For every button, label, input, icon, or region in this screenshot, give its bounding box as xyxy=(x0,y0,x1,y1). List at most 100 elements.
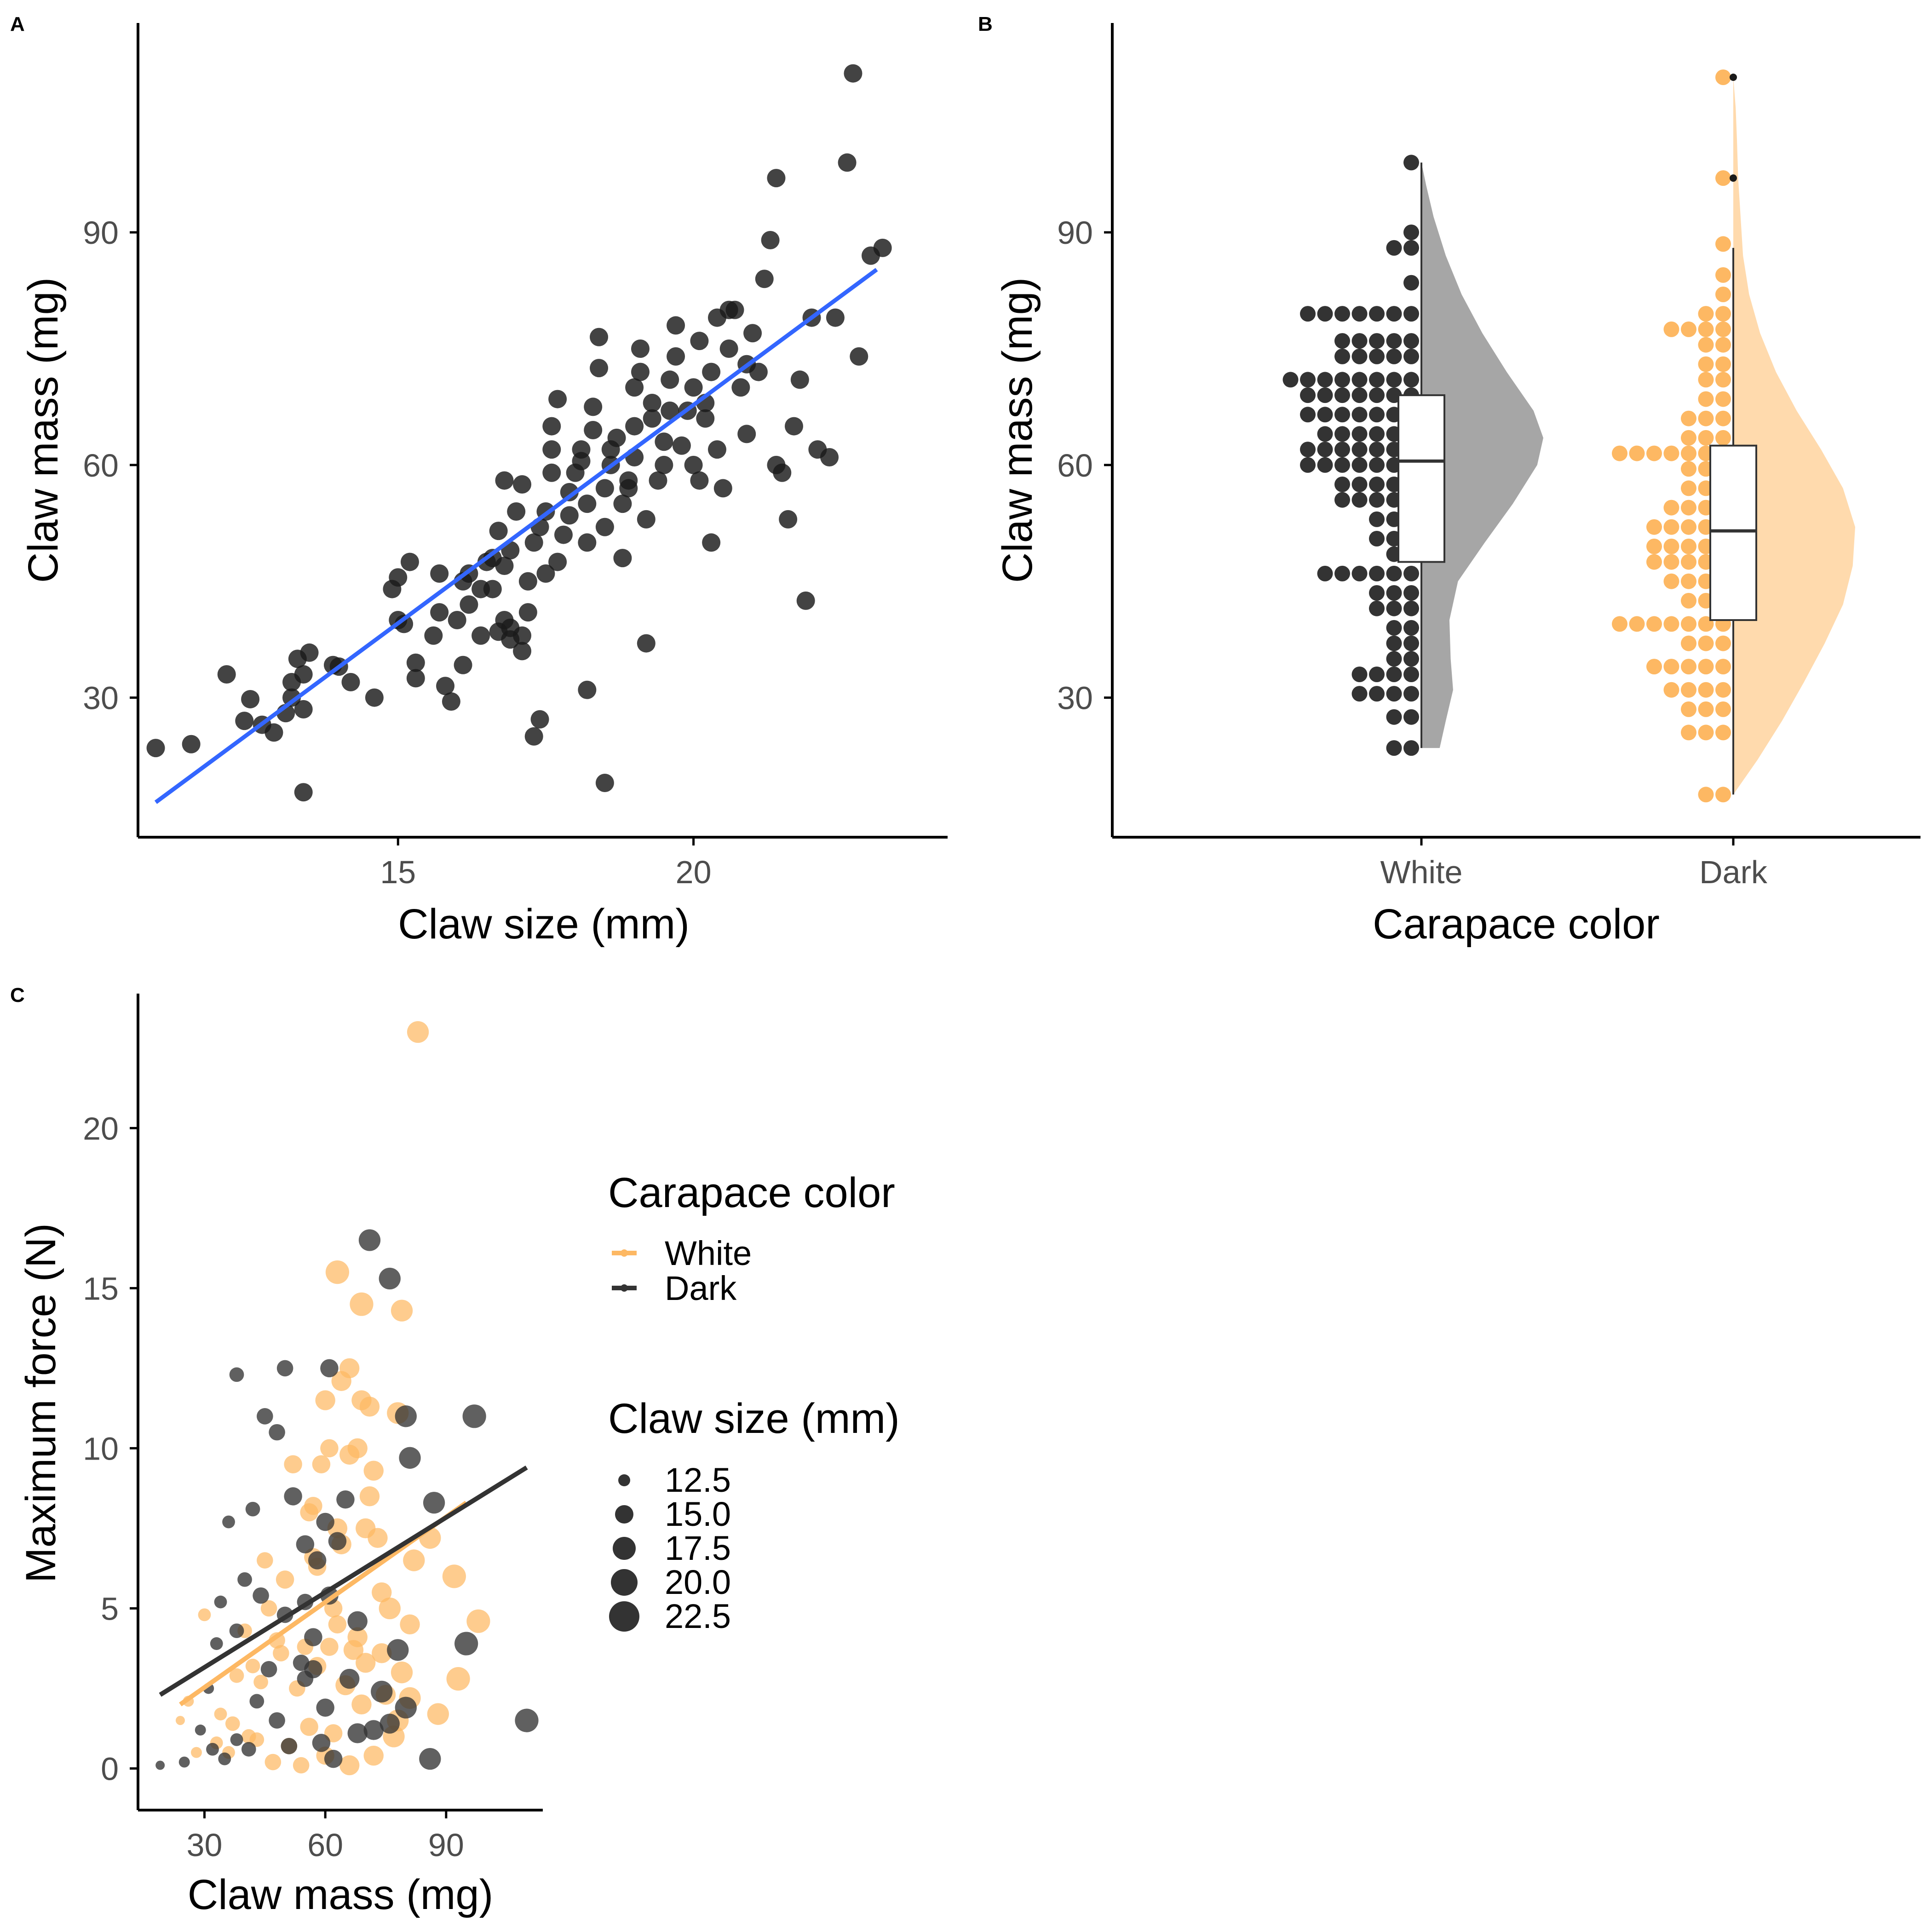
panel-c-point-white-2 xyxy=(350,1292,374,1316)
panel-c-point-dark-5 xyxy=(269,1424,285,1441)
panel-b-dot-dark-26-2 xyxy=(1681,701,1696,717)
panel-c-point-white-15 xyxy=(356,1653,376,1673)
panel-a-point-128 xyxy=(873,238,892,257)
panel-b-y-tick-label-60: 60 xyxy=(1057,448,1093,483)
panel-b-dot-dark-8-1 xyxy=(1698,356,1714,372)
panel-a-point-73 xyxy=(595,479,614,498)
panel-b-dot-dark-15-2 xyxy=(1681,480,1696,496)
panel-a-point-14 xyxy=(294,783,313,802)
panel-b-dot-white-11-3 xyxy=(1351,442,1368,458)
panel-b-dot-white-23-1 xyxy=(1386,651,1402,667)
panel-b-dot-white-4-1 xyxy=(1386,306,1402,322)
panel-b-dot-white-19-0 xyxy=(1403,585,1419,601)
panel-a-point-132 xyxy=(595,774,614,792)
panel-c-y-tick-label-5: 5 xyxy=(101,1591,119,1627)
panel-c-point-white-59 xyxy=(293,1757,310,1774)
panel-c-point-dark-50 xyxy=(296,1535,315,1554)
panel-c-point-white-19 xyxy=(427,1703,449,1725)
panel-b-dot-white-6-0 xyxy=(1403,348,1419,364)
panel-a-point-94 xyxy=(672,436,691,455)
panel-a-point-11 xyxy=(300,643,319,662)
panel-b-dot-white-5-1 xyxy=(1386,333,1402,349)
panel-a-point-50 xyxy=(518,603,537,622)
panel-a-point-140 xyxy=(619,479,638,498)
panel-b-dot-dark-23-0 xyxy=(1715,635,1731,651)
panel-a-point-58 xyxy=(548,390,567,408)
panel-b-dot-dark-8-0 xyxy=(1715,356,1731,372)
panel-b-dot-dark-19-2 xyxy=(1681,554,1696,570)
panel-b-dot-dark-20-3 xyxy=(1663,573,1679,589)
panel-b-dot-white-25-2 xyxy=(1369,686,1385,702)
panel-b-dot-dark-23-1 xyxy=(1698,635,1714,651)
panel-b-dot-white-11-2 xyxy=(1369,442,1385,458)
panel-b-dot-white-9-5 xyxy=(1317,407,1333,423)
panel-b-dot-white-7-5 xyxy=(1317,372,1333,388)
panel-b-x-title: Carapace color xyxy=(1373,901,1660,948)
panel-a-point-56 xyxy=(542,440,561,459)
panel-a-point-72 xyxy=(595,518,614,536)
panel-b-dot-dark-22-6 xyxy=(1612,616,1627,632)
panel-b-dot-dark-17-3 xyxy=(1663,519,1679,535)
panel-b-dot-white-18-1 xyxy=(1386,565,1402,581)
panel-b-dot-dark-26-1 xyxy=(1698,701,1714,717)
panel-b-box-white xyxy=(1397,394,1445,563)
panel-a-point-47 xyxy=(495,557,514,575)
panel-a-point-138 xyxy=(472,580,490,598)
panel-a-point-1 xyxy=(182,735,201,753)
panel-a-point-0 xyxy=(146,739,165,758)
panel-b-dot-white-15-2 xyxy=(1369,511,1385,527)
panel-a-point-122 xyxy=(820,448,839,466)
panel-c-point-dark-48 xyxy=(222,1515,235,1529)
legend-size-dot-5 xyxy=(609,1601,639,1632)
panel-b-dot-white-2-1 xyxy=(1386,240,1402,256)
panel-a-point-27 xyxy=(430,603,449,622)
panel-a-point-83 xyxy=(631,339,650,358)
panel-b-dot-white-12-4 xyxy=(1334,457,1350,473)
panel-b-dot-white-12-6 xyxy=(1300,457,1316,473)
panel-c-point-dark-35 xyxy=(281,1737,298,1754)
panel-a-point-71 xyxy=(590,328,609,346)
panel-a-point-87 xyxy=(643,394,661,412)
panel-c-point-dark-29 xyxy=(363,1720,384,1740)
panel-b-dot-white-13-2 xyxy=(1369,477,1385,492)
panel-a-point-99 xyxy=(696,409,715,428)
panel-b-dot-white-7-1 xyxy=(1386,372,1402,388)
panel-b-dot-white-5-2 xyxy=(1369,333,1385,349)
legend-color-label-white: White xyxy=(665,1234,752,1272)
panel-c-point-dark-38 xyxy=(249,1694,264,1709)
panel-b-dot-white-7-2 xyxy=(1369,372,1385,388)
panel-b-dot-dark-6-2 xyxy=(1681,321,1696,337)
panel-c-point-white-22 xyxy=(339,1755,360,1776)
panel-b-dot-white-14-2 xyxy=(1369,492,1385,508)
panel-c-point-white-13 xyxy=(276,1570,294,1589)
panel-a-point-135 xyxy=(690,471,709,490)
panel-a-point-91 xyxy=(661,370,679,389)
panel-c-x-tick-label-90: 90 xyxy=(428,1827,464,1863)
panel-c-point-white-18 xyxy=(466,1609,490,1633)
panel-b-dot-dark-13-6 xyxy=(1612,445,1627,461)
panel-c-point-dark-25 xyxy=(515,1708,539,1732)
panel-c-point-white-57 xyxy=(339,1444,360,1465)
panel-b-x-tick-label-dark: Dark xyxy=(1699,854,1768,890)
panel-a-point-107 xyxy=(731,378,750,397)
panel-b-dot-dark-17-2 xyxy=(1681,519,1696,535)
panel-b-dot-white-12-3 xyxy=(1351,457,1368,473)
panel-a-point-29 xyxy=(436,677,455,696)
panel-c-point-dark-45 xyxy=(178,1756,190,1768)
legend-size-dot-4 xyxy=(611,1569,638,1596)
panel-c-point-dark-20 xyxy=(304,1628,322,1646)
panel-c-legend: Carapace color White Dark Claw size (mm)… xyxy=(608,1169,900,1635)
panel-c-point-dark-27 xyxy=(395,1696,417,1719)
panel-b-dot-white-10-4 xyxy=(1334,426,1350,442)
panel-a-point-69 xyxy=(584,397,603,416)
panel-b-dot-white-1-0 xyxy=(1403,224,1419,241)
panel-a-point-89 xyxy=(655,455,673,474)
panel-b-dot-white-22-0 xyxy=(1403,635,1419,651)
panel-b-dot-dark-21-2 xyxy=(1681,592,1696,609)
legend-color-label-dark: Dark xyxy=(665,1269,737,1307)
panel-b-dot-white-11-5 xyxy=(1317,442,1333,458)
panel-b-tag: B xyxy=(978,13,993,35)
panel-b-dot-dark-0-0 xyxy=(1715,69,1731,85)
panel-a-point-93 xyxy=(667,316,685,335)
